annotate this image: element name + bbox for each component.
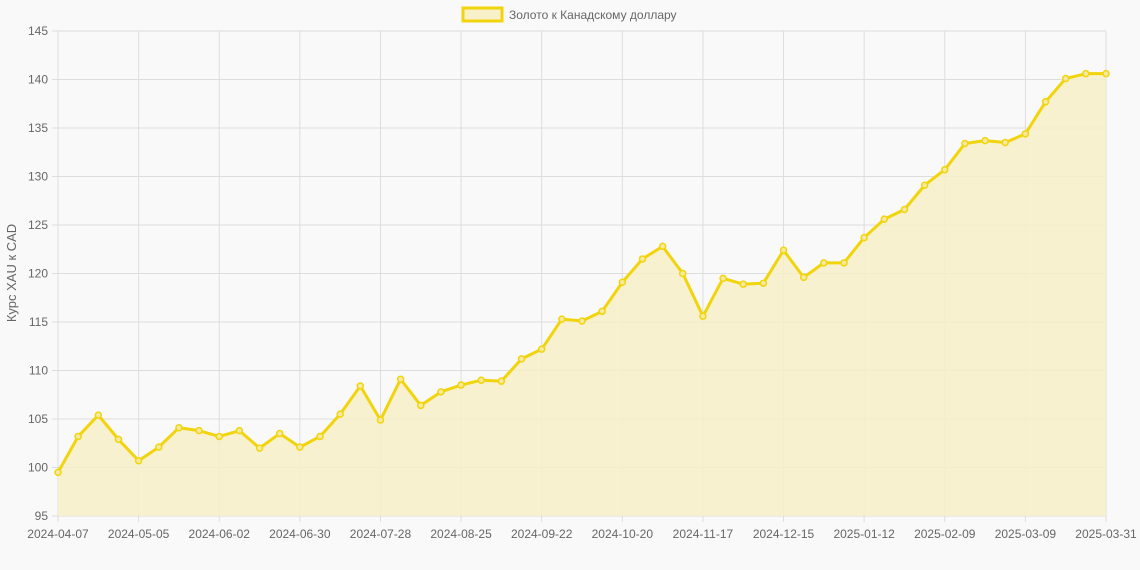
y-tick-label: 135 [28,121,48,135]
y-tick-label: 130 [28,170,48,184]
data-point [195,426,203,435]
y-tick-label: 100 [28,461,48,475]
data-point [699,312,707,320]
data-point [598,307,606,316]
data-point [175,423,183,432]
data-point [437,388,445,396]
data-point [578,317,586,325]
data-point [1041,98,1050,106]
x-axis: 2024-04-07 2024-05-05 2024-06-02 2024-06-30… [27,527,1137,541]
data-point [820,259,828,267]
data-point [94,411,103,419]
data-point [235,426,244,435]
data-point [719,274,727,283]
data-point [961,139,969,148]
data-point [739,280,747,288]
x-tick-label: 2025-03-09 [995,527,1057,541]
data-point [558,315,566,323]
data-point [376,416,385,424]
data-point [658,242,667,251]
data-point [981,136,989,145]
data-point [941,165,949,174]
y-tick-label: 125 [28,218,48,232]
y-tick-label: 110 [29,364,48,378]
x-tick-label: 2024-12-15 [753,527,815,541]
legend[interactable]: Золото к Канадскому доллару [461,6,677,23]
y-tick-label: 145 [28,24,48,38]
data-point [457,381,465,389]
x-tick-label: 2025-03-31 [1075,527,1137,541]
data-point [356,382,365,390]
data-point [759,279,768,287]
y-tick-label: 95 [35,509,49,523]
x-tick-label: 2024-06-30 [269,527,331,541]
data-point [1082,69,1090,78]
x-tick-label: 2024-11-17 [673,527,734,541]
data-point [679,269,687,278]
data-point [336,410,344,418]
x-tick-label: 2024-10-20 [592,527,654,541]
data-point [155,443,163,451]
x-tick-label: 2025-01-12 [833,527,895,541]
series-area-fill [58,73,1106,517]
data-point [1102,69,1110,78]
data-point [799,273,808,282]
x-tick-label: 2024-05-05 [108,527,170,541]
data-points [54,69,1110,477]
data-point [477,376,485,384]
y-tick-label: 140 [28,73,48,87]
data-point [900,205,909,214]
x-tick-label: 2024-09-22 [511,527,573,541]
legend-label[interactable]: Золото к Канадскому доллару [509,8,677,22]
x-tick-label: 2024-07-28 [350,527,412,541]
data-point [316,432,324,441]
data-point [1061,74,1070,83]
data-point [215,432,223,441]
y-axis-label: Курс XAU к CAD [4,224,19,322]
data-point [396,375,405,383]
data-point [920,181,929,189]
data-point [1001,138,1009,147]
x-tick-label: 2024-04-07 [27,527,89,541]
data-point [255,444,264,452]
data-point [497,377,506,385]
data-point [1021,130,1030,138]
data-point [296,443,304,451]
data-point [860,233,868,242]
data-point [134,456,143,465]
y-tick-label: 115 [29,315,48,329]
data-point [74,432,82,441]
data-point [880,215,889,223]
data-point [638,255,647,263]
x-tick-label: 2024-08-25 [430,527,492,541]
data-point [840,259,848,267]
data-point [537,345,546,353]
legend-swatch[interactable] [461,6,504,23]
y-axis: 95 100 105 110 115 120 125 130 135 140 145 [28,24,48,523]
x-tick-label: 2025-02-09 [914,527,976,541]
data-point [417,401,425,410]
data-point [114,435,123,444]
data-point [54,468,62,477]
y-tick-label: 105 [28,412,48,426]
data-point [517,355,526,363]
data-point [779,246,788,254]
data-point [618,278,627,286]
data-point [275,429,284,438]
y-tick-label: 120 [28,267,48,281]
x-tick-label: 2024-06-02 [189,527,251,541]
